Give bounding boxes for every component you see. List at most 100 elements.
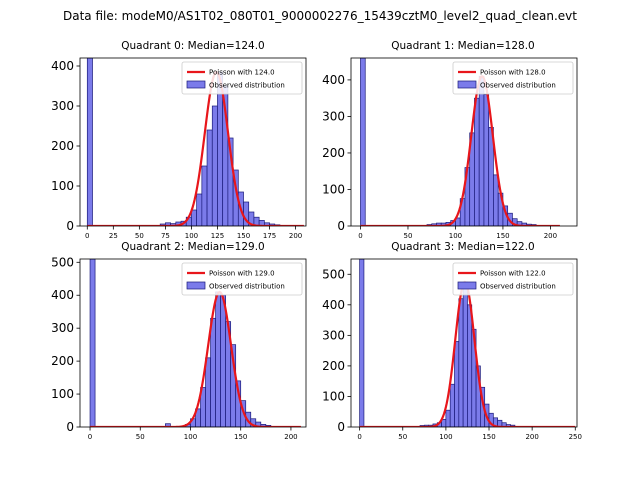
legend-fit-label: Poisson with 124.0	[209, 69, 275, 77]
histogram-bar	[196, 193, 203, 226]
y-tick-label: 100	[322, 389, 345, 403]
x-tick-label: 200	[525, 433, 538, 441]
x-tick-label: 100	[185, 232, 198, 240]
legend-hist-swatch	[457, 281, 477, 290]
x-tick-label: 50	[398, 433, 407, 441]
x-tick-label: 75	[161, 232, 170, 240]
axes-frame	[350, 57, 578, 227]
legend-box	[452, 262, 574, 296]
histogram-bar	[211, 105, 218, 226]
x-tick-label: 50	[136, 433, 145, 441]
legend: Poisson with 129.0 Observed distribution	[181, 262, 303, 296]
suptitle: Data file: modeM0/AS1T02_080T01_90000022…	[63, 9, 577, 23]
quadrant-0-plot: 0 100 200 300 400 0 25 50 75 100 125 150 175 200 Poiss…	[51, 57, 307, 240]
axes-frame	[79, 57, 307, 227]
histogram-bar	[449, 383, 455, 427]
legend-fit-label: Poisson with 129.0	[209, 270, 275, 278]
quadrant-3-plot: 0 100 200 300 400 500 0 50 100 150 200 250 Poisson w…	[322, 258, 582, 441]
poisson-fit-line	[360, 74, 560, 226]
y-tick-label: 200	[51, 139, 74, 153]
histogram-bar	[462, 281, 468, 427]
histogram-bar	[201, 165, 208, 226]
legend-hist-label: Observed distribution	[209, 283, 285, 291]
poisson-fit-line	[87, 70, 304, 226]
y-tick-label: 200	[51, 354, 74, 368]
histogram-bar	[89, 259, 96, 427]
histogram-bar	[467, 304, 473, 427]
legend-fit-label: Poisson with 128.0	[480, 69, 546, 77]
legend-box	[181, 61, 303, 95]
y-tick-label: 0	[66, 219, 74, 233]
poisson-fit-line	[90, 290, 301, 427]
histogram-bars	[359, 259, 516, 427]
x-tick-label: 50	[135, 232, 144, 240]
histogram-bar	[483, 94, 490, 226]
y-tick-label: 100	[51, 179, 74, 193]
histogram-bar	[445, 409, 451, 427]
legend-hist-label: Observed distribution	[209, 82, 285, 90]
x-tick-label: 100	[184, 433, 197, 441]
y-tick-label: 0	[337, 420, 345, 434]
legend-hist-swatch	[186, 281, 206, 290]
y-tick-label: 0	[66, 420, 74, 434]
x-tick-label: 250	[569, 433, 582, 441]
histogram-bar	[86, 58, 93, 226]
legend-hist-swatch	[186, 80, 206, 89]
x-tick-label: 150	[237, 232, 250, 240]
quadrant-2-title: Quadrant 2: Median=129.0	[121, 241, 264, 253]
histogram-bar	[191, 209, 197, 226]
legend-hist-swatch	[457, 80, 477, 89]
legend: Poisson with 128.0 Observed distribution	[452, 61, 574, 95]
x-tick-label: 200	[284, 433, 297, 441]
histogram-bar	[220, 294, 226, 427]
x-tick-label: 150	[482, 433, 495, 441]
y-tick-label: 300	[51, 321, 74, 335]
y-tick-label: 400	[322, 298, 345, 312]
x-tick-label: 0	[357, 433, 361, 441]
y-tick-label: 200	[322, 146, 345, 160]
histogram-bar	[454, 341, 460, 427]
x-tick-label: 0	[88, 433, 92, 441]
x-tick-label: 0	[358, 232, 362, 240]
y-tick-label: 200	[322, 359, 345, 373]
histogram-bar	[215, 291, 221, 427]
y-tick-label: 0	[337, 219, 345, 233]
histogram-bar	[205, 357, 211, 427]
legend-hist-label: Observed distribution	[480, 283, 556, 291]
quadrant-2-panel: Quadrant 2: Median=129.0 0 100 200 300 400 50…	[51, 241, 307, 441]
histogram-bar	[478, 75, 485, 226]
quadrant-1-panel: Quadrant 1: Median=128.0 0 100 200 300 400 0 5…	[322, 40, 578, 240]
legend: Poisson with 122.0 Observed distribution	[452, 262, 574, 296]
quadrant-3-title: Quadrant 3: Median=122.0	[391, 241, 534, 253]
histogram-bars	[360, 58, 537, 226]
x-tick-label: 200	[544, 232, 557, 240]
histogram-bar	[210, 317, 216, 427]
histogram-bars	[89, 259, 272, 427]
legend-box	[452, 61, 574, 95]
y-tick-label: 400	[322, 73, 345, 87]
x-tick-label: 175	[263, 232, 276, 240]
histogram-bar	[458, 298, 464, 427]
x-tick-label: 100	[449, 232, 462, 240]
histogram-bar	[206, 129, 213, 226]
histogram-bar	[493, 174, 499, 226]
legend: Poisson with 124.0 Observed distribution	[181, 61, 303, 95]
y-tick-label: 400	[51, 288, 74, 302]
y-tick-label: 400	[51, 59, 74, 73]
quadrant-0-title: Quadrant 0: Median=124.0	[121, 40, 264, 52]
y-tick-label: 100	[51, 387, 74, 401]
y-tick-label: 300	[322, 109, 345, 123]
x-tick-label: 25	[109, 232, 118, 240]
quadrant-2-plot: 0 100 200 300 400 500 0 50 100 150 200 Poisson with…	[51, 255, 307, 441]
x-tick-label: 200	[289, 232, 302, 240]
legend-fit-label: Poisson with 122.0	[480, 270, 546, 278]
x-tick-label: 0	[85, 232, 89, 240]
histogram-bar	[360, 58, 366, 226]
y-tick-label: 300	[322, 328, 345, 342]
x-tick-label: 100	[439, 433, 452, 441]
histogram-bar	[474, 97, 480, 226]
y-tick-label: 300	[51, 99, 74, 113]
x-tick-label: 150	[496, 232, 509, 240]
quadrant-3-panel: Quadrant 3: Median=122.0 0 100 200 300 400 50…	[322, 241, 582, 441]
